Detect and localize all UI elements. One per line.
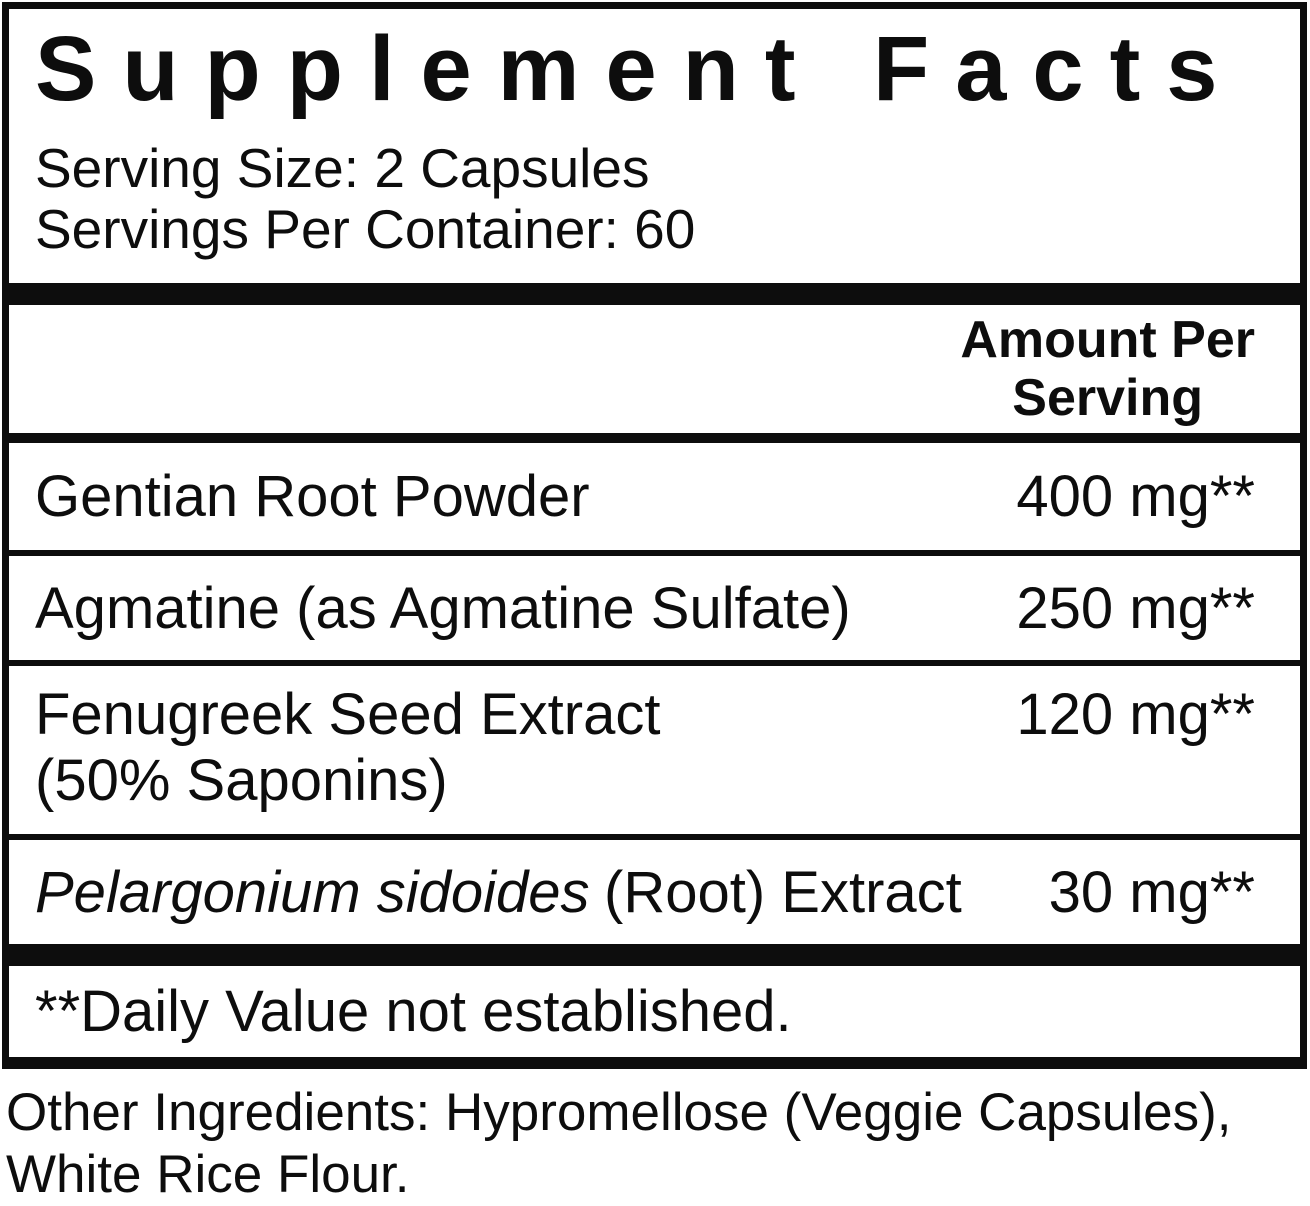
amount-value: 30 mg <box>1048 859 1210 925</box>
serving-info: Serving Size: 2 Capsules Servings Per Co… <box>35 136 1276 260</box>
ingredient-row-fenugreek: Fenugreek Seed Extract (50% Saponins) 12… <box>9 666 1300 834</box>
ingredient-amount: 250 mg** <box>1016 575 1255 642</box>
footnote-marker: ** <box>1209 682 1255 747</box>
panel-title: Supplement Facts <box>35 18 1244 120</box>
amount-header-line1: Amount Per <box>960 311 1255 369</box>
ingredient-name-rest: (Root) Extract <box>604 859 962 925</box>
daily-value-footnote: **Daily Value not established. <box>35 979 792 1044</box>
ingredient-row-agmatine: Agmatine (as Agmatine Sulfate) 250 mg** <box>9 556 1300 660</box>
daily-value-footnote-row: **Daily Value not established. <box>9 966 1300 1057</box>
row-separator <box>9 550 1300 556</box>
panel-header: Supplement Facts Serving Size: 2 Capsule… <box>9 9 1300 283</box>
amount-value: 400 mg <box>1016 464 1210 529</box>
ingredient-name-line2: (50% Saponins) <box>35 748 448 813</box>
ingredient-latin-name: Pelargonium sidoides <box>35 859 590 925</box>
amount-header-line2: Serving <box>1012 369 1204 427</box>
ingredient-row-gentian: Gentian Root Powder 400 mg** <box>9 443 1300 550</box>
amount-value: 120 mg <box>1016 682 1210 747</box>
ingredient-amount: 400 mg** <box>1016 463 1255 530</box>
ingredient-name: Fenugreek Seed Extract (50% Saponins) <box>35 682 660 814</box>
other-ingredients-text: Other Ingredients: Hypromellose (Veggie … <box>6 1083 1232 1204</box>
ingredient-name-line1: Fenugreek Seed Extract <box>35 682 661 747</box>
ingredient-amount: 120 mg** <box>1016 682 1255 748</box>
supplement-facts-panel: Supplement Facts Serving Size: 2 Capsule… <box>2 2 1307 1069</box>
footnote-marker: ** <box>1209 464 1255 529</box>
ingredient-amount: 30 mg** <box>1049 859 1255 926</box>
footnote-marker: ** <box>1209 859 1255 925</box>
amount-per-serving-header: Amount Per Serving <box>9 305 1300 433</box>
ingredient-row-pelargonium: Pelargonium sidoides (Root) Extract 30 mg… <box>9 840 1300 944</box>
serving-size-text: Serving Size: 2 Capsules <box>35 136 650 199</box>
separator-bar-thick-top <box>9 283 1300 305</box>
row-separator <box>9 834 1300 840</box>
amount-per-serving-label: Amount Per Serving <box>960 311 1255 427</box>
separator-bar-medium <box>9 433 1300 443</box>
row-separator <box>9 660 1300 666</box>
separator-bar-thick-bottom <box>9 944 1300 966</box>
servings-per-container-text: Servings Per Container: 60 <box>35 197 696 260</box>
ingredient-name: Pelargonium sidoides (Root) Extract <box>35 859 962 926</box>
footnote-marker: ** <box>1209 575 1255 641</box>
amount-value: 250 mg <box>1016 575 1210 641</box>
ingredient-name: Gentian Root Powder <box>35 464 590 529</box>
ingredient-name: Agmatine (as Agmatine Sulfate) <box>35 575 851 641</box>
